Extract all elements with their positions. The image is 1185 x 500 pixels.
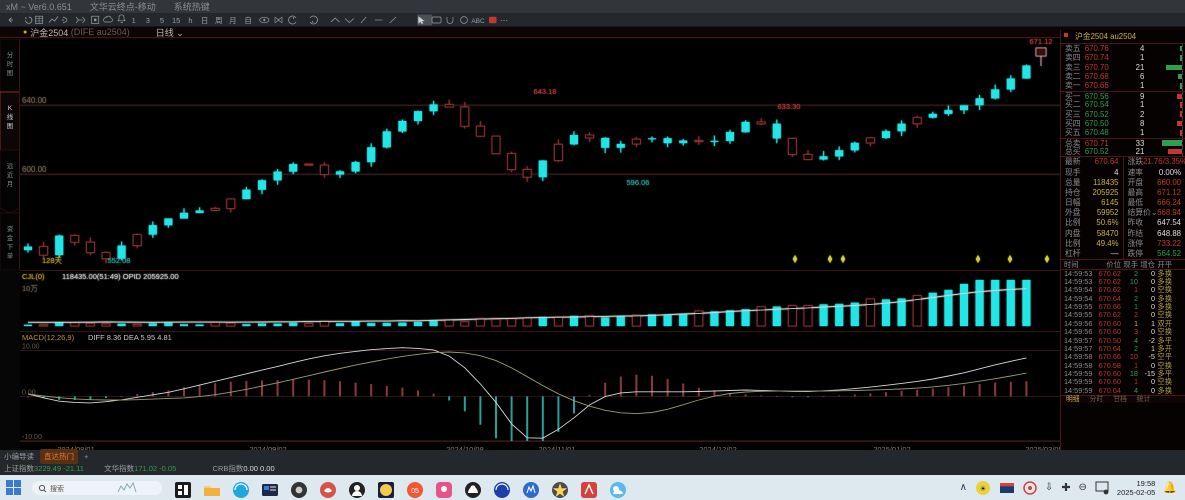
- svg-text:3: 3: [146, 16, 150, 25]
- svg-text:资: 资: [7, 224, 13, 233]
- svg-text:月: 月: [7, 180, 13, 188]
- svg-text:☀: ☀: [980, 485, 986, 493]
- svg-text:图: 图: [7, 122, 13, 130]
- svg-text:-10.00: -10.00: [22, 434, 42, 441]
- svg-text:时: 时: [7, 59, 14, 68]
- svg-text:分: 分: [7, 50, 14, 59]
- svg-text:近: 近: [7, 170, 14, 179]
- svg-text:633.30: 633.30: [778, 102, 801, 111]
- svg-text:自: 自: [244, 15, 252, 25]
- svg-text:600.00: 600.00: [22, 165, 47, 174]
- svg-text:月: 月: [229, 16, 237, 25]
- svg-text:远: 远: [7, 162, 14, 170]
- svg-text:搜索: 搜索: [50, 484, 64, 493]
- svg-text:CJL(0): CJL(0): [22, 272, 45, 281]
- svg-text:10万: 10万: [22, 284, 38, 293]
- svg-text:周: 周: [215, 16, 223, 25]
- svg-text:ABC: ABC: [471, 18, 485, 25]
- svg-text:单: 单: [7, 251, 13, 260]
- svg-text:下: 下: [7, 243, 13, 251]
- svg-text:671.12: 671.12: [1030, 39, 1053, 46]
- svg-text:5: 5: [160, 16, 164, 25]
- svg-text:DIFF 8.36 DEA 5.95 4.81: DIFF 8.36 DEA 5.95 4.81: [88, 333, 172, 342]
- svg-text:线: 线: [7, 112, 14, 121]
- svg-text:552.08: 552.08: [108, 256, 131, 265]
- svg-text:10.00: 10.00: [22, 343, 40, 350]
- svg-text:金: 金: [7, 233, 14, 242]
- svg-text:643.18: 643.18: [534, 87, 557, 96]
- svg-text:⋯: ⋯: [500, 16, 508, 25]
- svg-text:118435.00(51:49) OPID 205925.: 118435.00(51:49) OPID 205925.00: [62, 272, 179, 281]
- svg-text:128天: 128天: [42, 256, 63, 265]
- svg-text:MACD(12,26,9): MACD(12,26,9): [22, 333, 75, 342]
- svg-text:图: 图: [7, 69, 13, 77]
- svg-text:640.00: 640.00: [22, 96, 47, 105]
- svg-text:1: 1: [132, 16, 136, 25]
- svg-text:596.06: 596.06: [627, 178, 650, 187]
- svg-text:15: 15: [172, 16, 180, 25]
- svg-text:日: 日: [201, 16, 209, 25]
- svg-text:h: h: [188, 16, 192, 25]
- svg-text:05: 05: [411, 488, 419, 495]
